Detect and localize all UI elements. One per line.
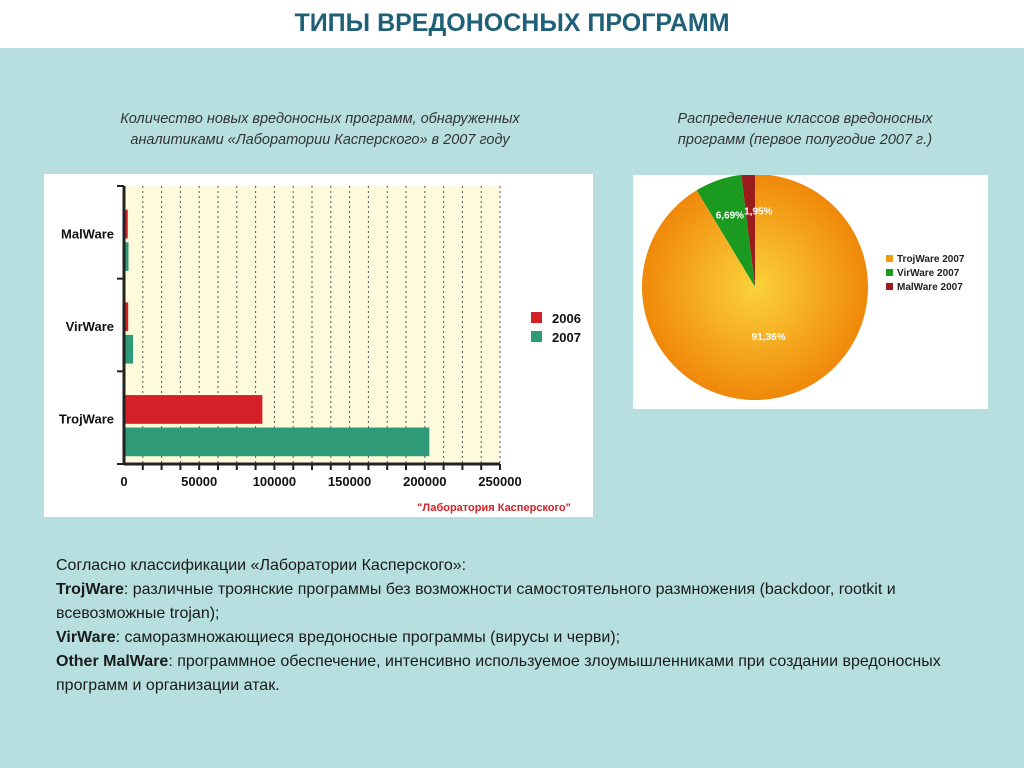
pie-chart: 1,95%6,69% 91,36% TrojWare 2007 VirWare 20… (642, 174, 965, 400)
bar-virware-2007 (125, 334, 134, 364)
category-label-virware: VirWare (66, 319, 114, 334)
pie-legend-swatch-virware (886, 269, 893, 276)
pie-slices (642, 174, 868, 400)
description-item-virware: VirWare: саморазмножающиеся вредоносные … (56, 626, 986, 650)
pie-label-trojware: 91,36% (752, 332, 786, 343)
pie-slice-virware (696, 174, 755, 287)
bar-grid (142, 186, 501, 464)
pie-legend-label-trojware: TrojWare 2007 (897, 254, 965, 265)
pie-chart-subtitle-line-2: программ (первое полугодие 2007 г.) (677, 132, 933, 148)
description-item-trojware: TrojWare: различные троянские программы … (56, 578, 986, 626)
pie-slice-trojware (642, 174, 868, 400)
pie-label-malware: 1,95% (744, 206, 772, 217)
pie-legend-swatch-trojware (886, 255, 893, 262)
text-trojware: : различные троянские программы без возм… (56, 581, 896, 622)
header-bar (0, 0, 1024, 48)
pie-legend: TrojWare 2007 VirWare 2007 MalWare 2007 (886, 254, 965, 293)
pie-chart-subtitle-line-1: Распределение классов вредоносных (677, 111, 933, 127)
category-label-trojware: TrojWare (59, 412, 114, 427)
pie-chart-subtitle: Распределение классов вредоносных програ… (620, 109, 990, 151)
bar-chart: 0 50000 100000 150000 200000 250000 MalWare Vi… (59, 185, 581, 514)
term-virware: VirWare (56, 629, 116, 646)
text-virware: : саморазмножающиеся вредоносные програм… (115, 629, 621, 646)
bar-chart-subtitle: Количество новых вредоносных программ, о… (60, 109, 580, 151)
legend-label-2006: 2006 (552, 311, 581, 326)
bar-chart-panel: 0 50000 100000 150000 200000 250000 MalWare Vi… (44, 174, 593, 517)
bar-x-ticks: 0 50000 100000 150000 200000 250000 (120, 464, 522, 489)
pie-legend-label-virware: VirWare 2007 (897, 268, 960, 279)
bar-legend: 2006 2007 (531, 311, 581, 345)
bar-credit: "Лаборатория Касперского" (417, 502, 571, 514)
bar-virware-2006 (125, 302, 129, 332)
x-tick-label: 150000 (328, 474, 371, 489)
term-trojware: TrojWare (56, 581, 124, 598)
category-label-malware: MalWare (61, 226, 114, 241)
page-title: ТИПЫ ВРЕДОНОСНЫХ ПРОГРАММ (294, 9, 730, 37)
x-tick-label: 0 (120, 474, 127, 489)
pie-label-virware: 6,69% (716, 210, 744, 221)
bar-trojware-2007 (125, 427, 430, 457)
pie-legend-label-malware: MalWare 2007 (897, 282, 963, 293)
pie-slice-malware (741, 174, 755, 287)
bar-chart-subtitle-line-1: Количество новых вредоносных программ, о… (120, 111, 520, 127)
legend-swatch-2006 (531, 312, 542, 323)
description-intro: Согласно классификации «Лаборатории Касп… (56, 557, 467, 574)
bar-malware-2006 (125, 209, 128, 239)
bar-chart-subtitle-line-2: аналитиками «Лаборатории Касперского» в … (130, 132, 510, 148)
description-block: Согласно классификации «Лаборатории Касп… (56, 554, 986, 698)
bar-marks (125, 209, 430, 457)
x-tick-label: 50000 (181, 474, 217, 489)
pie-chart-panel: 1,95% 6,69% 91,36% TrojWare 2007 VirWare 20… (633, 174, 988, 409)
bar-y-ticks (117, 185, 124, 465)
x-tick-label: 100000 (253, 474, 296, 489)
text-malware: : программное обеспечение, интенсивно ис… (56, 653, 941, 694)
term-malware: Other MalWare (56, 653, 169, 670)
pie-legend-swatch-malware (886, 283, 893, 290)
legend-swatch-2007 (531, 331, 542, 342)
pie-labels: 1,95%6,69% 91,36% (716, 206, 786, 343)
bar-malware-2007 (125, 242, 129, 271)
legend-label-2007: 2007 (552, 330, 581, 345)
x-tick-label: 200000 (403, 474, 446, 489)
description-item-malware: Other MalWare: программное обеспечение, … (56, 650, 986, 698)
x-tick-label: 250000 (478, 474, 521, 489)
bar-category-labels: MalWare VirWare TrojWare (59, 226, 114, 426)
bar-trojware-2006 (125, 395, 263, 424)
